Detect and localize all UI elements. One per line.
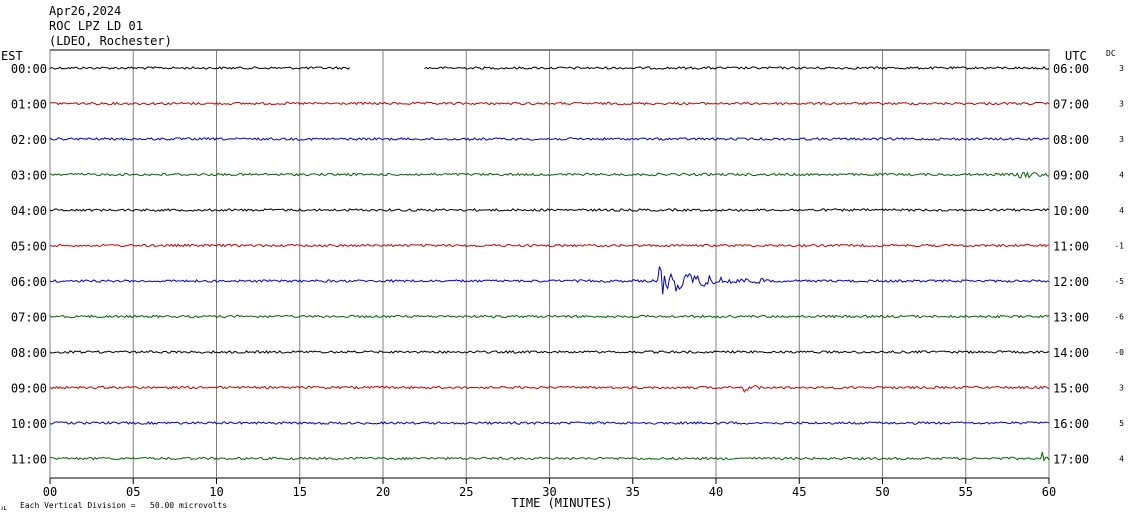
x-tick-label: 00 xyxy=(43,485,57,499)
dc-column-label: DC xyxy=(1106,49,1116,58)
seismic-trace-row-0700 xyxy=(49,314,1050,319)
left-axis-label: EST xyxy=(1,49,23,63)
dc-value: -6 xyxy=(1114,313,1124,322)
dc-value: 3 xyxy=(1119,135,1124,144)
utc-time-label: 09:00 xyxy=(1053,169,1089,183)
est-time-label: 09:00 xyxy=(11,382,47,396)
header-network: (LDEO, Rochester) xyxy=(49,34,172,48)
traces xyxy=(49,66,1050,462)
dc-values: 3 3 3 4 4 -1 -5 -6 -0 3 5 4 xyxy=(1114,64,1124,464)
seismic-trace-row-0100 xyxy=(49,101,1050,106)
est-time-label: 02:00 xyxy=(11,133,47,147)
dc-value: 5 xyxy=(1119,419,1124,428)
est-labels: 00:00 01:00 02:00 03:00 04:00 05:00 06:00 07:00… xyxy=(11,62,47,467)
utc-time-label: 13:00 xyxy=(1053,311,1089,325)
x-axis: 00 05 10 15 20 25 30 35 40 45 50 55 60 xyxy=(43,478,1056,499)
utc-time-label: 10:00 xyxy=(1053,204,1089,218)
utc-time-label: 15:00 xyxy=(1053,382,1089,396)
utc-time-label: 16:00 xyxy=(1053,417,1089,431)
utc-labels: 06:00 07:00 08:00 09:00 10:00 11:00 12:00 13:00… xyxy=(1053,62,1089,467)
x-tick-label: 15 xyxy=(293,485,307,499)
x-tick-label: 55 xyxy=(959,485,973,499)
seismic-trace-row-0400 xyxy=(49,208,1050,212)
seismic-trace-row-0600 xyxy=(49,266,1050,295)
est-time-label: 10:00 xyxy=(11,417,47,431)
seismic-trace-row-1000 xyxy=(49,421,1050,425)
dc-value: 4 xyxy=(1119,171,1124,180)
seismic-trace-row-1100 xyxy=(49,451,1050,462)
dc-value: 4 xyxy=(1119,455,1124,464)
est-time-label: 01:00 xyxy=(11,98,47,112)
utc-time-label: 11:00 xyxy=(1053,240,1089,254)
est-time-label: 04:00 xyxy=(11,204,47,218)
utc-time-label: 14:00 xyxy=(1053,346,1089,360)
utc-time-label: 08:00 xyxy=(1053,133,1089,147)
x-tick-label: 50 xyxy=(875,485,889,499)
dc-value: 3 xyxy=(1119,100,1124,109)
seismic-trace-row-0000 xyxy=(49,66,1050,70)
x-tick-label: 05 xyxy=(126,485,140,499)
est-time-label: 11:00 xyxy=(11,453,47,467)
seismic-trace-row-0200 xyxy=(49,137,1050,141)
seismic-trace-row-0500 xyxy=(49,243,1050,248)
header-date: Apr26,2024 xyxy=(49,4,121,18)
utc-time-label: 06:00 xyxy=(1053,62,1089,76)
est-time-label: 05:00 xyxy=(11,240,47,254)
est-time-label: 00:00 xyxy=(11,62,47,76)
dc-value: 3 xyxy=(1119,384,1124,393)
est-time-label: 06:00 xyxy=(11,275,47,289)
x-tick-label: 25 xyxy=(459,485,473,499)
footer-scale-note: Each Vertical Division = 50.00 microvolt… xyxy=(20,501,227,510)
est-time-label: 08:00 xyxy=(11,346,47,360)
x-axis-title: TIME (MINUTES) xyxy=(511,496,612,510)
footer-mark: ᴊʟ xyxy=(1,504,7,512)
est-time-label: 07:00 xyxy=(11,311,47,325)
est-time-label: 03:00 xyxy=(11,169,47,183)
header-station: ROC LPZ LD 01 xyxy=(49,19,143,33)
dc-value: -0 xyxy=(1114,348,1124,357)
x-tick-label: 45 xyxy=(792,485,806,499)
x-tick-label: 10 xyxy=(209,485,223,499)
x-tick-label: 30 xyxy=(542,485,556,499)
seismic-trace-row-0300 xyxy=(49,171,1050,179)
dc-value: -5 xyxy=(1114,277,1124,286)
utc-time-label: 07:00 xyxy=(1053,98,1089,112)
utc-time-label: 12:00 xyxy=(1053,275,1089,289)
x-tick-label: 60 xyxy=(1042,485,1056,499)
dc-value: -1 xyxy=(1114,242,1124,251)
dc-value: 3 xyxy=(1119,64,1124,73)
seismic-trace-row-0900 xyxy=(49,384,1050,393)
x-tick-label: 40 xyxy=(709,485,723,499)
x-tick-label: 35 xyxy=(626,485,640,499)
dc-value: 4 xyxy=(1119,206,1124,215)
right-axis-label: UTC xyxy=(1065,49,1087,63)
utc-time-label: 17:00 xyxy=(1053,453,1089,467)
seismic-trace-row-0800 xyxy=(49,349,1050,355)
x-tick-label: 20 xyxy=(376,485,390,499)
grid-lines xyxy=(49,50,1050,478)
